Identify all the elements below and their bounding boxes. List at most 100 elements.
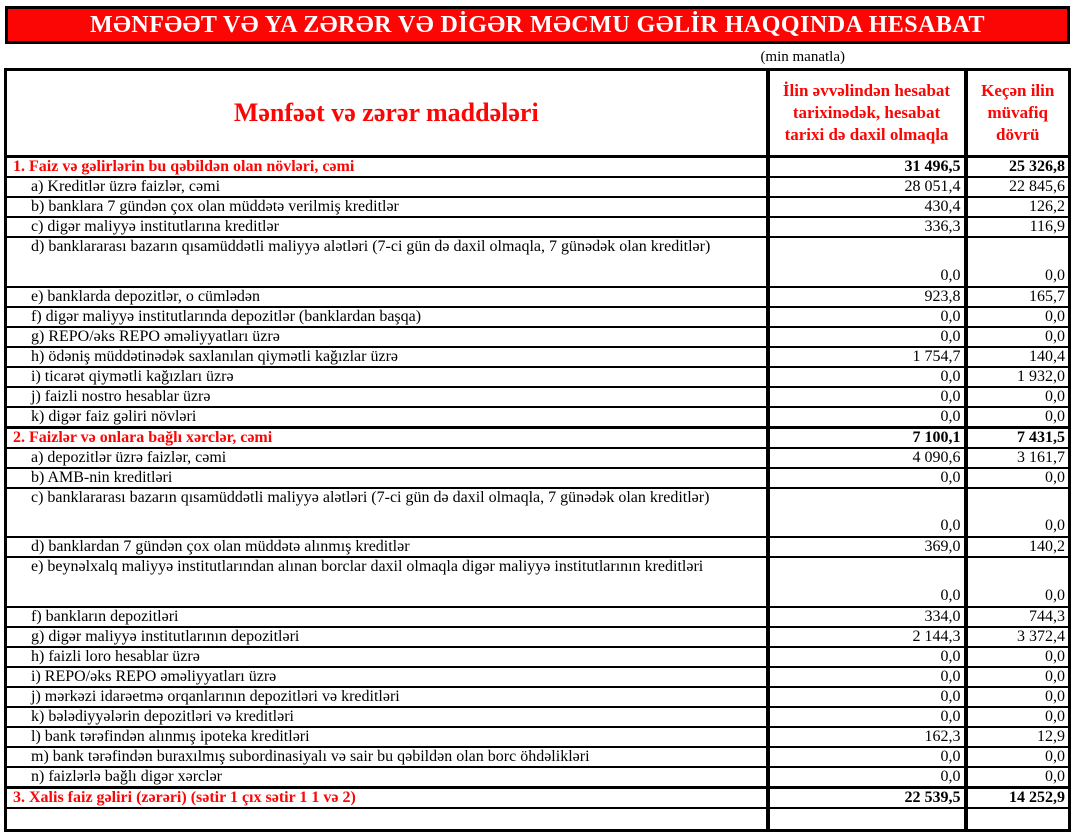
table-row: j) mərkəzi idarəetmə orqanlarının depozi… — [4, 685, 1071, 708]
row-label: n) faizlərlə bağlı digər xərclər — [4, 765, 769, 788]
row-value-current: 336,3 — [765, 216, 967, 238]
table-header-row: Mənfəət və zərər maddələri İlin əvvəlind… — [4, 68, 1071, 158]
row-value-current: 0,0 — [765, 556, 967, 608]
row-value-previous: 22 845,6 — [963, 176, 1071, 198]
row-value-previous: 0,0 — [963, 486, 1071, 538]
table-row: 2. Faizlər və onlara bağlı xərclər, cəmi… — [4, 425, 1071, 449]
row-value-previous: 126,2 — [963, 196, 1071, 218]
row-label: c) digər maliyyə institutlarına kreditlə… — [4, 216, 769, 238]
report-title: MƏNFƏƏT VƏ YA ZƏRƏR VƏ DİGƏR MƏCMU GƏLİR… — [90, 12, 985, 38]
table-row: d) banklararası bazarın qısamüddətli mal… — [4, 236, 1071, 288]
row-value-previous: 0,0 — [963, 385, 1071, 408]
row-value-current: 0,0 — [765, 365, 967, 388]
row-value-previous: 0,0 — [963, 665, 1071, 688]
row-value-previous: 116,9 — [963, 216, 1071, 238]
row-value-previous: 140,2 — [963, 536, 1071, 558]
row-value-current: 22 539,5 — [765, 785, 967, 809]
row-value-previous: 12,9 — [963, 725, 1071, 748]
row-label: f) bankların depozitləri — [4, 605, 769, 628]
row-label: 3. Xalis faiz gəliri (zərəri) (sətir 1 ç… — [4, 785, 769, 809]
row-value-previous: 14 252,9 — [963, 785, 1071, 809]
table-row: g) REPO/əks REPO əməliyyatları üzrə 0,0 0,… — [4, 325, 1071, 348]
row-label — [4, 806, 769, 831]
row-value-previous: 0,0 — [963, 705, 1071, 728]
unit-note: (min manatla) — [760, 49, 845, 65]
row-value-previous: 7 431,5 — [963, 425, 1071, 449]
row-value-previous: 0,0 — [963, 305, 1071, 328]
row-label: a) depozitlər üzrə faizlər, cəmi — [4, 446, 769, 469]
row-value-previous: 0,0 — [963, 745, 1071, 768]
table-row: 3. Xalis faiz gəliri (zərəri) (sətir 1 ç… — [4, 785, 1071, 809]
row-value-current: 0,0 — [765, 466, 967, 489]
col-header-previous-period: Keçən ilin müvafiq dövrü — [963, 68, 1071, 158]
row-value-current: 31 496,5 — [765, 155, 967, 178]
row-value-current — [765, 806, 967, 831]
row-value-current: 0,0 — [765, 705, 967, 728]
profit-loss-table: Mənfəət və zərər maddələri İlin əvvəlind… — [4, 68, 1071, 832]
row-value-previous: 1 932,0 — [963, 365, 1071, 388]
row-label: 2. Faizlər və onlara bağlı xərclər, cəmi — [4, 425, 769, 449]
row-label: h) ödəniş müddətinədək saxlanılan qiymət… — [4, 345, 769, 368]
row-value-previous: 140,4 — [963, 345, 1071, 368]
row-value-current: 0,0 — [765, 665, 967, 688]
row-label: j) faizli nostro hesablar üzrə — [4, 385, 769, 408]
table-row: f) bankların depozitləri 334,0 744,3 — [4, 605, 1071, 628]
row-value-previous: 0,0 — [963, 645, 1071, 668]
row-label: e) beynəlxalq maliyyə institutlarından a… — [4, 556, 769, 608]
row-value-previous: 3 161,7 — [963, 446, 1071, 469]
row-value-current: 0,0 — [765, 685, 967, 708]
table-row: n) faizlərlə bağlı digər xərclər 0,0 0,0 — [4, 765, 1071, 788]
row-label: h) faizli loro hesablar üzrə — [4, 645, 769, 668]
row-value-current: 28 051,4 — [765, 176, 967, 198]
row-value-previous: 744,3 — [963, 605, 1071, 628]
row-value-current: 0,0 — [765, 745, 967, 768]
row-value-previous — [963, 806, 1071, 831]
row-value-current: 0,0 — [765, 645, 967, 668]
row-label: 1. Faiz və gəlirlərin bu qəbildən olan n… — [4, 155, 769, 178]
col-header-items: Mənfəət və zərər maddələri — [4, 68, 769, 158]
table-row: i) REPO/əks REPO əməliyyatları üzrə 0,0 0,… — [4, 665, 1071, 688]
row-value-previous: 0,0 — [963, 466, 1071, 489]
table-row: g) digər maliyyə institutlarının depozit… — [4, 625, 1071, 648]
row-value-current: 0,0 — [765, 325, 967, 348]
table-row: b) AMB-nin kreditləri 0,0 0,0 — [4, 466, 1071, 489]
table-row: 1. Faiz və gəlirlərin bu qəbildən olan n… — [4, 155, 1071, 178]
row-value-current: 0,0 — [765, 486, 967, 538]
row-value-current: 0,0 — [765, 305, 967, 328]
row-value-previous: 0,0 — [963, 765, 1071, 788]
row-value-previous: 0,0 — [963, 236, 1071, 288]
row-value-current: 0,0 — [765, 765, 967, 788]
table-row: j) faizli nostro hesablar üzrə 0,0 0,0 — [4, 385, 1071, 408]
table-row: c) banklararası bazarın qısamüddətli mal… — [4, 486, 1071, 538]
report-title-bar: MƏNFƏƏT VƏ YA ZƏRƏR VƏ DİGƏR MƏCMU GƏLİR… — [5, 6, 1070, 44]
row-value-current: 1 754,7 — [765, 345, 967, 368]
table-row: a) depozitlər üzrə faizlər, cəmi 4 090,6 3… — [4, 446, 1071, 469]
row-label: d) banklardan 7 gündən çox olan müddətə … — [4, 536, 769, 558]
row-label: i) ticarət qiymətli kağızları üzrə — [4, 365, 769, 388]
row-value-current: 2 144,3 — [765, 625, 967, 648]
col-header-current-period: İlin əvvəlindən hesabat tarixinədək, hes… — [765, 68, 967, 158]
row-label: e) banklarda depozitlər, o cümlədən — [4, 285, 769, 308]
row-label: f) digər maliyyə institutlarında depozit… — [4, 305, 769, 328]
table-row: h) ödəniş müddətinədək saxlanılan qiymət… — [4, 345, 1071, 368]
row-label: b) banklara 7 gündən çox olan müddətə ve… — [4, 196, 769, 218]
table-row — [4, 806, 1071, 831]
row-label: a) Kreditlər üzrə faizlər, cəmi — [4, 176, 769, 198]
table-row: l) bank tərəfindən alınmış ipoteka kredi… — [4, 725, 1071, 748]
row-label: i) REPO/əks REPO əməliyyatları üzrə — [4, 665, 769, 688]
table-row: m) bank tərəfindən buraxılmış subordinas… — [4, 745, 1071, 768]
row-value-current: 0,0 — [765, 236, 967, 288]
row-label: b) AMB-nin kreditləri — [4, 466, 769, 489]
row-value-previous: 0,0 — [963, 405, 1071, 428]
row-label: g) digər maliyyə institutlarının depozit… — [4, 625, 769, 648]
row-value-current: 0,0 — [765, 385, 967, 408]
row-label: j) mərkəzi idarəetmə orqanlarının depozi… — [4, 685, 769, 708]
row-value-previous: 0,0 — [963, 685, 1071, 708]
row-label: k) bələdiyyələrin depozitləri və kreditl… — [4, 705, 769, 728]
row-value-current: 334,0 — [765, 605, 967, 628]
row-value-previous: 25 326,8 — [963, 155, 1071, 178]
table-row: e) banklarda depozitlər, o cümlədən 923,8… — [4, 285, 1071, 308]
row-label: g) REPO/əks REPO əməliyyatları üzrə — [4, 325, 769, 348]
table-row: a) Kreditlər üzrə faizlər, cəmi 28 051,4 2… — [4, 176, 1071, 198]
row-label: k) digər faiz gəliri növləri — [4, 405, 769, 428]
